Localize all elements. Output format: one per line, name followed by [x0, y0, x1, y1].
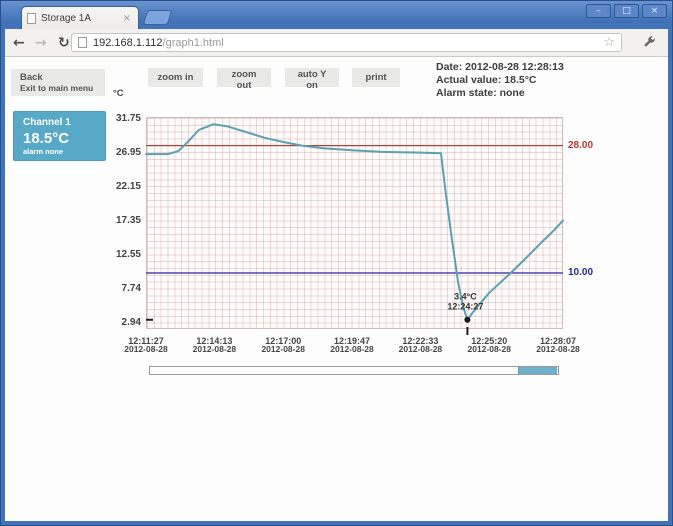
status-alarm-state: Alarm state: none: [436, 87, 525, 99]
zoom-out-button[interactable]: zoom out: [217, 68, 271, 91]
back-to-menu-button[interactable]: Back Exit to main menu: [11, 69, 105, 96]
minimize-button[interactable]: –: [586, 4, 611, 18]
print-button[interactable]: print: [352, 68, 400, 87]
reload-icon[interactable]: ↻: [58, 35, 70, 51]
x-axis-tick-label: 12:14:13 2012-08-28: [182, 336, 246, 354]
browser-tab[interactable]: Storage 1A ×: [21, 6, 139, 29]
back-label: Back: [20, 72, 43, 83]
y-axis-tick-label: 7.74: [121, 283, 141, 294]
x-axis-tick-label: 12:22:33 2012-08-28: [388, 336, 452, 354]
forward-nav-icon[interactable]: →: [35, 35, 47, 51]
channel-1-card[interactable]: Channel 1 18.5°C alarm none: [13, 111, 106, 161]
zoom-in-button[interactable]: zoom in: [148, 68, 203, 87]
x-axis-tick-label: 12:25:20 2012-08-28: [457, 336, 521, 354]
x-tick-time: 12:22:33: [402, 336, 439, 346]
x-tick-date: 2012-08-28: [261, 344, 305, 354]
x-tick-date: 2012-08-28: [536, 344, 580, 354]
x-tick-time: 12:14:13: [196, 336, 233, 346]
close-button[interactable]: ×: [642, 4, 667, 18]
x-tick-date: 2012-08-28: [124, 344, 168, 354]
temperature-chart[interactable]: 3.4°C 12:24:27: [145, 117, 564, 335]
maximize-button[interactable]: □: [614, 4, 639, 18]
x-tick-time: 12:28:07: [540, 336, 577, 346]
channel-alarm-state: alarm none: [23, 147, 64, 156]
status-readout: Date: 2012-08-28 12:28:13 Actual value: …: [436, 61, 564, 100]
address-bar[interactable]: 192.168.1.112/graph1.html ☆: [71, 33, 622, 52]
y-axis-tick-label: 2.94: [121, 317, 141, 328]
x-tick-time: 12:25:20: [471, 336, 508, 346]
url-path: /graph1.html: [162, 36, 224, 49]
x-tick-date: 2012-08-28: [330, 344, 374, 354]
title-bar: Storage 1A × – □ ×: [1, 1, 672, 29]
status-date: Date: 2012-08-28 12:28:13: [436, 61, 564, 73]
x-tick-date: 2012-08-28: [398, 344, 443, 354]
x-axis-tick-label: 12:17:00 2012-08-28: [251, 336, 315, 354]
x-axis-tick-label: 12:28:07 2012-08-28: [526, 336, 590, 354]
y-axis-tick-label: 17.35: [115, 214, 141, 226]
threshold-label: 28.00: [568, 139, 594, 151]
back-nav-icon[interactable]: ←: [13, 35, 25, 51]
browser-toolbar: ← → ↻ 192.168.1.112/graph1.html ☆: [5, 29, 668, 57]
tab-title: Storage 1A: [41, 12, 92, 24]
chart-scrollbar-track[interactable]: [149, 366, 559, 375]
marker-dot[interactable]: [464, 316, 471, 323]
x-tick-date: 2012-08-28: [467, 344, 511, 354]
x-tick-time: 12:11:27: [128, 336, 164, 346]
x-axis-tick-label: 12:11:27 2012-08-28: [114, 336, 178, 354]
auto-y-button[interactable]: auto Y on: [285, 68, 339, 91]
window-controls: – □ ×: [586, 4, 667, 18]
bookmark-star-icon[interactable]: ☆: [603, 35, 615, 50]
channel-name: Channel 1: [23, 117, 71, 128]
status-actual-value: Actual value: 18.5°C: [436, 74, 537, 86]
marker-time-label: 12:24:27: [447, 302, 483, 312]
x-axis-tick-label: 12:19:47 2012-08-28: [320, 336, 384, 354]
page-icon: [78, 37, 87, 48]
new-tab-button[interactable]: [142, 10, 173, 25]
y-axis-tick-label: 22.15: [115, 180, 141, 192]
chart-scrollbar-thumb[interactable]: [518, 367, 557, 374]
x-tick-time: 12:17:00: [265, 336, 302, 346]
chart-canvas: 3.4°C12:24:27: [145, 123, 564, 335]
wrench-menu-icon[interactable]: [642, 35, 656, 54]
y-axis-tick-label: 12.55: [115, 248, 141, 260]
threshold-label: 10.00: [568, 267, 594, 278]
exit-to-menu-label: Exit to main menu: [20, 83, 94, 93]
y-axis-tick-label: 31.75: [115, 113, 141, 124]
channel-value: 18.5°C: [23, 130, 70, 147]
marker-value-label: 3.4°C: [454, 292, 477, 302]
page-favicon-icon: [27, 12, 36, 24]
y-axis-tick-label: 26.95: [115, 146, 141, 158]
y-axis-unit-label: °C: [113, 88, 124, 99]
x-tick-time: 12:19:47: [334, 336, 371, 346]
tab-close-icon[interactable]: ×: [122, 12, 131, 24]
temperature-series-line: [145, 123, 564, 321]
url-host: 192.168.1.112: [93, 36, 163, 49]
x-tick-date: 2012-08-28: [192, 344, 237, 354]
url-text: 192.168.1.112/graph1.html: [93, 37, 603, 49]
